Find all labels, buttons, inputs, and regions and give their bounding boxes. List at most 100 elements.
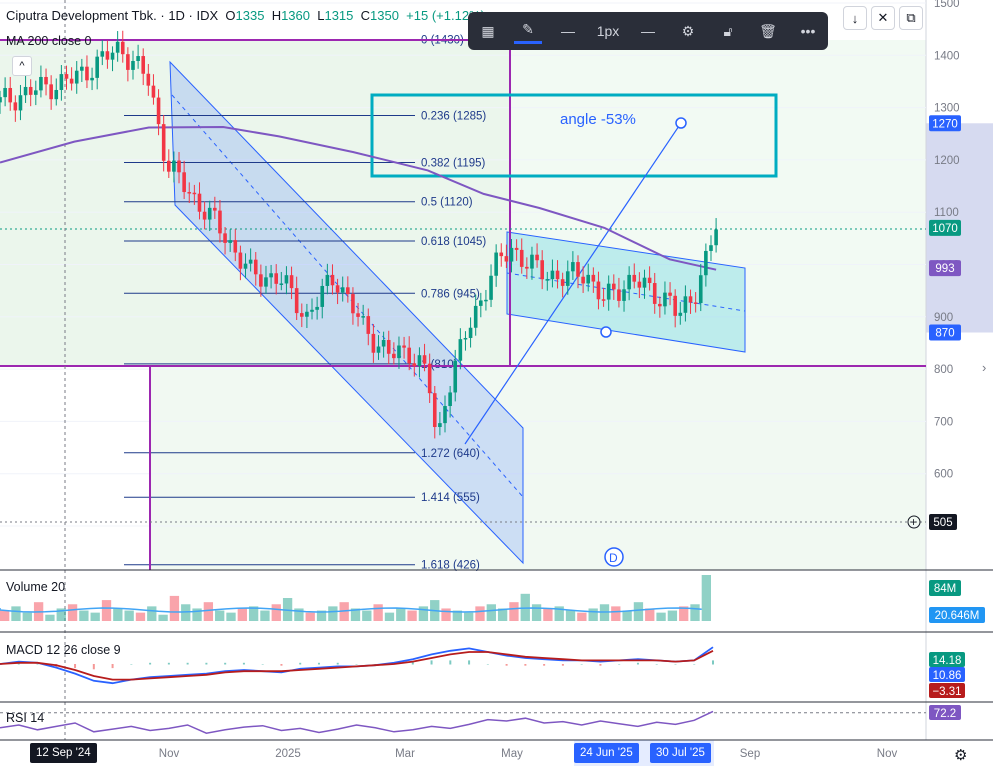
volume-bar xyxy=(373,604,383,621)
candle xyxy=(627,266,631,301)
price-tag-label: 870 xyxy=(935,327,954,339)
candle-body xyxy=(44,76,48,85)
volume-legend[interactable]: Volume 20 xyxy=(6,580,66,594)
volume-bar xyxy=(611,606,621,621)
collapse-legend-icon[interactable]: ^ xyxy=(12,56,32,76)
price-tag-label: 993 xyxy=(935,263,954,275)
candle-body xyxy=(85,66,89,81)
settings-icon[interactable]: ⚙ xyxy=(954,747,968,764)
candle-body xyxy=(351,294,355,314)
gear-icon[interactable]: ⚙ xyxy=(681,22,695,39)
candle-body xyxy=(525,266,529,269)
candle-body xyxy=(166,160,171,172)
time-tick-label: Nov xyxy=(159,748,180,760)
candle xyxy=(540,250,544,290)
volume-bar xyxy=(260,610,270,621)
candle-body xyxy=(545,279,550,281)
price-tick-label: 600 xyxy=(934,469,953,481)
candle xyxy=(126,47,130,82)
copy-icon[interactable]: ⧉ xyxy=(899,6,923,30)
line-style-icon[interactable]: — xyxy=(561,23,575,39)
macd-hist-bar xyxy=(655,664,658,665)
candle xyxy=(422,343,427,372)
macd-hist-bar xyxy=(374,664,377,665)
unlock-icon[interactable]: 🔓︎ xyxy=(723,22,733,39)
volume-ma-line xyxy=(0,607,702,613)
volume-bar xyxy=(135,612,146,621)
macd-hist-bar xyxy=(486,664,489,665)
volume-bar xyxy=(690,604,700,621)
line-width-label[interactable]: 1px xyxy=(596,23,620,39)
candle xyxy=(571,251,575,280)
macd-hist-bar xyxy=(636,662,639,665)
candle xyxy=(13,95,18,122)
candle xyxy=(479,292,483,318)
ma-legend[interactable]: MA 200 close 0 xyxy=(6,34,92,48)
candle-body xyxy=(479,300,483,306)
time-tick-label: May xyxy=(501,748,523,760)
pencil-icon[interactable]: ✎ xyxy=(514,19,542,44)
ma200-line xyxy=(0,125,717,271)
candle xyxy=(668,282,672,306)
candle xyxy=(105,40,110,69)
candle xyxy=(166,149,171,179)
candle-body xyxy=(698,275,703,304)
candle-body xyxy=(346,287,350,295)
candle-body xyxy=(606,283,611,300)
line-width-icon[interactable]: — xyxy=(641,23,655,39)
trash-icon[interactable]: 🗑︎ xyxy=(759,22,777,39)
macd-legend[interactable]: MACD 12 26 close 9 xyxy=(6,643,121,657)
macd-hist-bar xyxy=(92,664,95,670)
more-icon[interactable]: ••• xyxy=(800,23,816,39)
candle-body xyxy=(299,313,304,317)
candle-body xyxy=(320,285,325,307)
candle-body xyxy=(259,274,263,287)
candle xyxy=(74,61,79,94)
candle-body xyxy=(693,302,698,304)
candle-body xyxy=(335,285,340,293)
candle xyxy=(555,260,560,289)
volume-bar xyxy=(486,604,496,621)
volume-bar xyxy=(452,610,463,621)
candle xyxy=(115,31,120,62)
volume-bar xyxy=(45,614,55,621)
fib-level-label: 1.414 (555) xyxy=(421,492,480,504)
candle-body xyxy=(187,192,192,194)
candle xyxy=(438,412,442,436)
layout-icon[interactable]: ▦ xyxy=(481,22,495,39)
time-tick-label: Sep xyxy=(740,748,760,760)
candle xyxy=(366,308,371,346)
candle-body xyxy=(59,74,64,90)
rsi-legend[interactable]: RSI 14 xyxy=(6,711,45,725)
candle xyxy=(407,336,411,371)
macd-value-tag xyxy=(929,683,965,698)
scroll-right-icon[interactable]: › xyxy=(982,360,987,375)
volume-bars xyxy=(0,575,711,621)
volume-ma-tag-label: 20.646M xyxy=(935,610,980,622)
candle-body xyxy=(136,56,140,61)
candle-body xyxy=(642,277,647,288)
volume-bar xyxy=(67,604,78,621)
candle xyxy=(463,331,468,351)
candle-body xyxy=(386,339,391,354)
candle xyxy=(253,252,258,286)
price-tick-label: 1400 xyxy=(934,50,960,62)
candle xyxy=(637,272,642,299)
candle-body xyxy=(294,288,299,314)
volume-bar xyxy=(0,610,10,621)
candle xyxy=(294,276,299,320)
down-arrow-icon[interactable]: ↓ xyxy=(843,6,867,30)
candle xyxy=(412,353,417,377)
candle-body xyxy=(8,87,13,103)
candle-body xyxy=(622,289,626,301)
close-icon[interactable]: ✕ xyxy=(871,6,895,30)
window-buttons[interactable]: ↓ ✕ ⧉ xyxy=(843,6,923,30)
volume-bar xyxy=(543,608,553,621)
drawing-toolbar[interactable]: ▦ ✎ — 1px — ⚙ 🔓︎ 🗑︎ ••• xyxy=(468,12,828,50)
candle xyxy=(642,269,647,299)
candle xyxy=(141,48,146,86)
candle xyxy=(535,243,539,268)
volume-bar xyxy=(192,608,202,621)
